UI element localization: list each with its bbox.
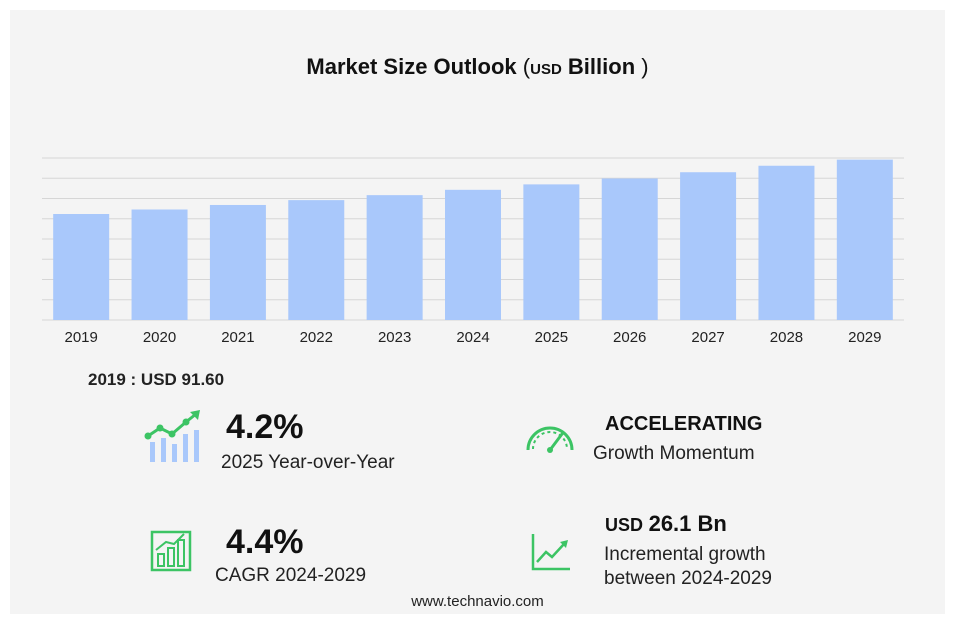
x-tick-label: 2027 [691, 329, 724, 346]
x-tick-label: 2020 [143, 329, 176, 346]
footer-url: www.technavio.com [411, 593, 544, 610]
momentum-value: ACCELERATING [605, 413, 763, 435]
x-tick-label: 2028 [770, 329, 803, 346]
x-tick-label: 2019 [64, 329, 97, 346]
incremental-prefix: USD [605, 515, 644, 535]
bar-2021 [209, 204, 266, 320]
bar-growth-icon [150, 530, 192, 572]
bar-chart: 2019 2020 2021 2022 2023 2024 2025 2026 2027 2028… [42, 157, 904, 346]
yoy-label: 2025 Year-over-Year [221, 452, 395, 473]
title-paren-open: ( [522, 54, 531, 79]
title-main: Market Size Outlook [306, 54, 517, 79]
x-tick-label: 2026 [613, 329, 646, 346]
x-tick-label: 2025 [535, 329, 568, 346]
bar-2020 [131, 209, 188, 320]
bar-2026 [601, 178, 658, 320]
bar-2019 [53, 214, 110, 320]
cagr-value: 4.4% [226, 523, 304, 561]
speedometer-icon [526, 426, 574, 453]
cagr-label: CAGR 2024-2029 [215, 565, 367, 586]
momentum-label: Growth Momentum [593, 443, 755, 464]
bar-2028 [758, 165, 815, 320]
chart-title: Market Size Outlook (USD Billion ) [0, 54, 955, 80]
bar-2029 [836, 159, 893, 320]
yoy-value: 4.2% [226, 408, 304, 446]
x-tick-label: 2024 [456, 329, 489, 346]
bar-2025 [523, 184, 580, 320]
x-tick-label: 2029 [848, 329, 881, 346]
title-unit-small: USD [530, 61, 562, 78]
incremental-value: USD 26.1 Bn [605, 511, 727, 537]
title-unit-big: Billion [567, 54, 636, 79]
bar-2027 [680, 172, 737, 320]
x-tick-label: 2023 [378, 329, 411, 346]
incremental-amount: 26.1 Bn [648, 511, 727, 536]
bar-2023 [366, 195, 423, 320]
incremental-label-2: between 2024-2029 [604, 568, 772, 589]
line-growth-icon [531, 534, 570, 571]
trend-chart-icon [144, 410, 200, 462]
title-paren-close: ) [641, 54, 649, 79]
incremental-label-1: Incremental growth [604, 544, 766, 565]
bar-2022 [288, 200, 345, 320]
x-tick-label: 2022 [300, 329, 333, 346]
base-year-value: 2019 : USD 91.60 [88, 370, 225, 389]
bar-2024 [445, 189, 501, 320]
x-tick-label: 2021 [221, 329, 254, 346]
